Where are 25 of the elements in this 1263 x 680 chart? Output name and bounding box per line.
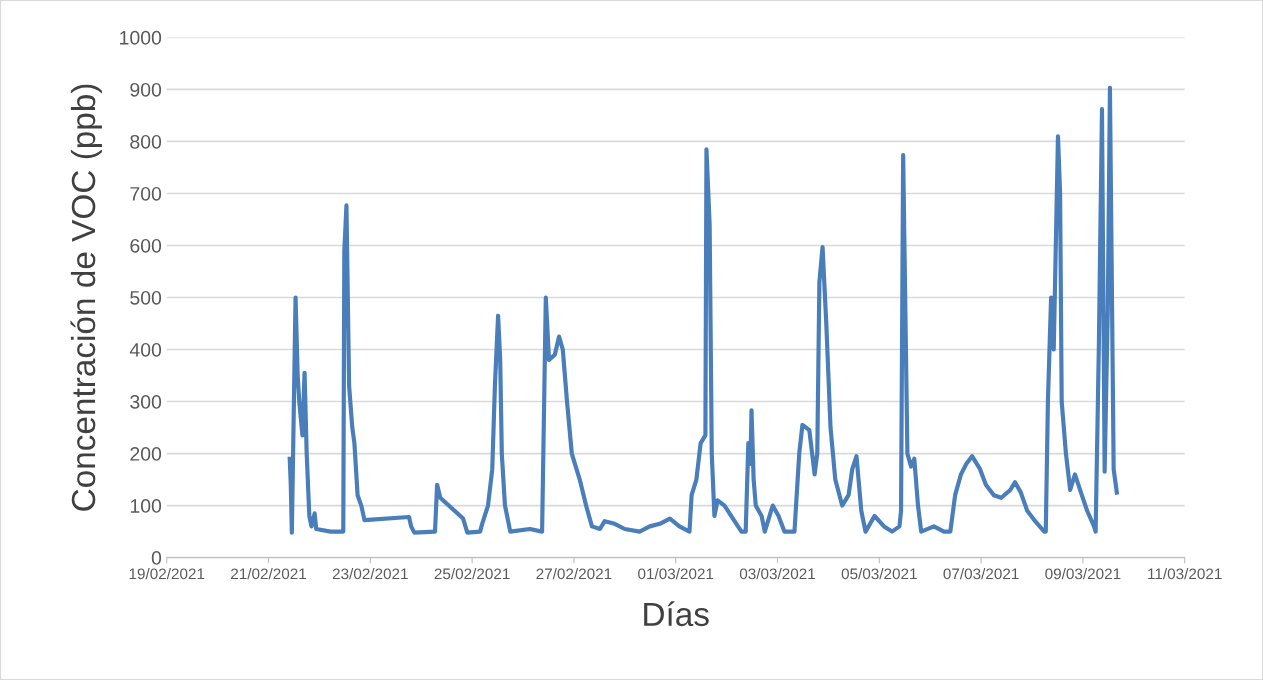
x-axis-title: Días xyxy=(644,601,709,627)
y-tick-label: 300 xyxy=(130,395,162,409)
y-tick-label: 200 xyxy=(130,447,162,461)
y-tick-label: 1000 xyxy=(120,30,162,45)
x-tick-label: 25/02/2021 xyxy=(434,568,510,580)
x-tick-label: 23/02/2021 xyxy=(332,568,408,580)
y-tick-label: 100 xyxy=(130,499,162,513)
x-tick-label: 21/02/2021 xyxy=(231,568,306,580)
y-tick-label: 500 xyxy=(130,290,162,305)
x-tick-label: 03/03/2021 xyxy=(739,568,815,580)
x-tick-label: 01/03/2021 xyxy=(638,568,714,580)
x-tick-label: 09/03/2021 xyxy=(1045,568,1121,580)
x-tick-label: 05/03/2021 xyxy=(841,568,917,580)
y-tick-label: 700 xyxy=(130,186,162,201)
x-tick-label: 27/02/2021 xyxy=(536,568,612,580)
y-tick-label: 800 xyxy=(130,134,162,149)
y-tick-label: 0 xyxy=(151,551,162,565)
x-tick-label: 11/03/2021 xyxy=(1148,568,1222,580)
x-tick-label: 07/03/2021 xyxy=(943,568,1019,580)
x-tick-label: 19/02/2021 xyxy=(129,568,205,580)
y-axis-title: Concentración de VOC (ppb) xyxy=(70,84,102,511)
y-tick-label: 900 xyxy=(130,82,162,97)
y-tick-label: 600 xyxy=(130,238,162,253)
y-tick-label: 400 xyxy=(129,342,162,357)
line-series xyxy=(287,85,1119,535)
